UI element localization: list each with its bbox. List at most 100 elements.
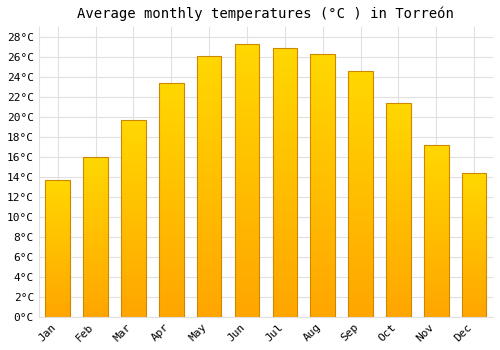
Bar <box>234 259 260 262</box>
Bar <box>424 251 448 253</box>
Bar <box>84 194 108 195</box>
Bar <box>197 202 222 204</box>
Bar <box>310 56 335 59</box>
Bar <box>121 234 146 236</box>
Bar <box>348 253 373 255</box>
Bar <box>46 191 70 192</box>
Bar <box>84 157 108 159</box>
Bar <box>46 267 70 269</box>
Bar <box>84 250 108 251</box>
Bar <box>46 181 70 183</box>
Bar <box>386 171 410 173</box>
Bar <box>159 141 184 144</box>
Bar <box>197 150 222 152</box>
Bar <box>46 241 70 243</box>
Bar <box>386 231 410 233</box>
Bar <box>84 173 108 174</box>
Bar <box>348 93 373 96</box>
Bar <box>386 197 410 199</box>
Bar <box>159 277 184 279</box>
Bar <box>348 273 373 275</box>
Bar <box>386 105 410 107</box>
Bar <box>310 143 335 146</box>
Bar <box>46 288 70 289</box>
Bar <box>197 272 222 275</box>
Bar <box>234 227 260 230</box>
Bar <box>84 283 108 285</box>
Bar <box>121 147 146 149</box>
Bar <box>159 270 184 272</box>
Bar <box>121 224 146 226</box>
Bar <box>46 202 70 203</box>
Bar <box>159 240 184 242</box>
Bar <box>348 268 373 270</box>
Bar <box>84 304 108 306</box>
Bar <box>310 296 335 299</box>
Bar <box>310 122 335 125</box>
Bar <box>462 268 486 269</box>
Bar <box>310 148 335 151</box>
Bar <box>159 312 184 314</box>
Bar <box>424 294 448 296</box>
Bar <box>197 184 222 186</box>
Bar <box>197 152 222 155</box>
Bar <box>272 50 297 53</box>
Bar <box>234 279 260 281</box>
Bar <box>310 114 335 117</box>
Bar <box>84 162 108 163</box>
Bar <box>234 107 260 109</box>
Bar <box>159 314 184 317</box>
Bar <box>310 225 335 228</box>
Bar <box>234 101 260 104</box>
Bar <box>84 240 108 241</box>
Bar <box>272 180 297 182</box>
Bar <box>386 141 410 144</box>
Bar <box>46 244 70 246</box>
Bar <box>46 292 70 294</box>
Bar <box>310 282 335 285</box>
Bar <box>310 272 335 275</box>
Bar <box>234 292 260 295</box>
Bar <box>310 98 335 101</box>
Bar <box>424 224 448 226</box>
Bar <box>121 183 146 185</box>
Bar <box>159 214 184 216</box>
Bar <box>84 233 108 235</box>
Bar <box>121 171 146 173</box>
Bar <box>159 111 184 113</box>
Bar <box>84 221 108 222</box>
Bar <box>84 277 108 278</box>
Bar <box>159 83 184 85</box>
Bar <box>424 245 448 246</box>
Bar <box>121 159 146 161</box>
Bar <box>462 189 486 190</box>
Bar <box>197 223 222 225</box>
Bar <box>84 176 108 177</box>
Bar <box>386 214 410 216</box>
Bar <box>159 232 184 235</box>
Bar <box>424 229 448 231</box>
Bar <box>46 210 70 211</box>
Bar <box>386 261 410 263</box>
Bar <box>462 207 486 209</box>
Bar <box>197 228 222 231</box>
Bar <box>197 74 222 77</box>
Bar <box>386 169 410 171</box>
Bar <box>84 259 108 261</box>
Bar <box>386 120 410 122</box>
Bar <box>197 124 222 126</box>
Bar <box>272 301 297 303</box>
Bar <box>462 191 486 193</box>
Bar <box>386 220 410 223</box>
Bar <box>159 94 184 97</box>
Bar <box>234 268 260 271</box>
Bar <box>84 189 108 190</box>
Bar <box>462 236 486 238</box>
Bar <box>46 282 70 284</box>
Bar <box>121 212 146 214</box>
Bar <box>159 263 184 265</box>
Bar <box>462 180 486 181</box>
Bar <box>197 108 222 111</box>
Bar <box>121 179 146 181</box>
Bar <box>386 240 410 242</box>
